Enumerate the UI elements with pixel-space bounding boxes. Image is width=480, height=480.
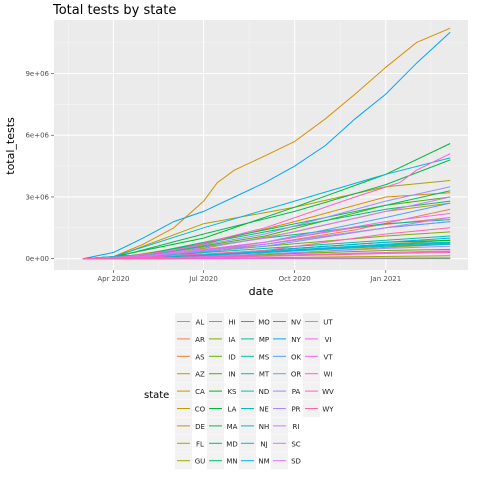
legend-label-sc: SC [291,440,300,448]
legend: state AL AR AS AZ CA CO DE FL GU HI IA ID IN KS LA MA MD… [144,313,334,470]
series-line-wi [82,153,451,260]
series-line-wy [82,252,451,260]
legend-label-fl: FL [196,440,204,448]
legend-label-az: AZ [195,371,205,379]
x-tick-label: Apr 2020 [97,275,129,283]
legend-label-as: AS [195,353,205,361]
legend-label-mo: MO [258,319,270,327]
legend-label-wi: WI [324,371,333,379]
legend-label-gu: GU [195,458,206,466]
legend-label-wv: WV [322,388,334,396]
x-tick-label: Oct 2020 [279,275,311,283]
legend-label-mt: MT [259,371,270,379]
legend-label-nh: NH [259,423,270,431]
legend-label-md: MD [226,440,237,448]
legend-label-nj: NJ [260,440,267,448]
legend-label-nd: ND [259,388,270,396]
series-line-ca [82,27,451,260]
y-tick-label: 0e+00 [25,255,49,263]
legend-label-ca: CA [195,388,205,396]
legend-label-or: OR [291,371,302,379]
x-axis: Apr 2020 Jul 2020 Oct 2020 Jan 2021 [97,270,401,283]
legend-label-ny: NY [291,336,301,344]
legend-label-nv: NV [291,319,301,327]
legend-label-in: IN [228,371,235,379]
legend-label-al: AL [196,319,205,327]
legend-label-pr: PR [291,406,300,414]
series-line-wv [82,227,451,260]
legend-label-ne: NE [259,406,269,414]
series-lines [82,27,451,260]
x-tick-label: Jan 2021 [369,275,401,283]
legend-label-vt: VT [323,353,333,361]
legend-label-ma: MA [227,423,238,431]
x-axis-title: date [249,285,274,298]
y-axis-title: total_tests [4,117,17,175]
legend-label-hi: HI [228,319,235,327]
legend-label-co: CO [195,406,206,414]
y-tick-label: 6e+06 [25,132,49,140]
legend-label-mn: MN [226,458,237,466]
x-tick-label: Jul 2020 [188,275,218,283]
y-axis: 0e+00 3e+06 6e+06 9e+06 [25,70,54,263]
legend-label-de: DE [195,423,205,431]
legend-label-nm: NM [258,458,269,466]
legend-label-la: LA [228,406,237,414]
legend-label-vi: VI [325,336,332,344]
legend-label-id: ID [228,353,235,361]
y-tick-label: 9e+06 [25,70,49,78]
legend-label-sd: SD [291,458,301,466]
legend-label-mp: MP [259,336,269,344]
legend-label-ut: UT [323,319,333,327]
series-line-ny [82,31,451,260]
legend-label-wy: WY [322,406,334,414]
legend-label-ri: RI [293,423,300,431]
legend-label-ks: KS [227,388,237,396]
legend-label-ia: IA [229,336,236,344]
chart-title: Total tests by state [52,3,176,18]
legend-label-ms: MS [259,353,270,361]
legend-title: state [144,390,169,401]
legend-label-ar: AR [195,336,205,344]
y-tick-label: 3e+06 [25,193,49,201]
legend-label-ok: OK [291,353,302,361]
legend-label-pa: PA [292,388,301,396]
